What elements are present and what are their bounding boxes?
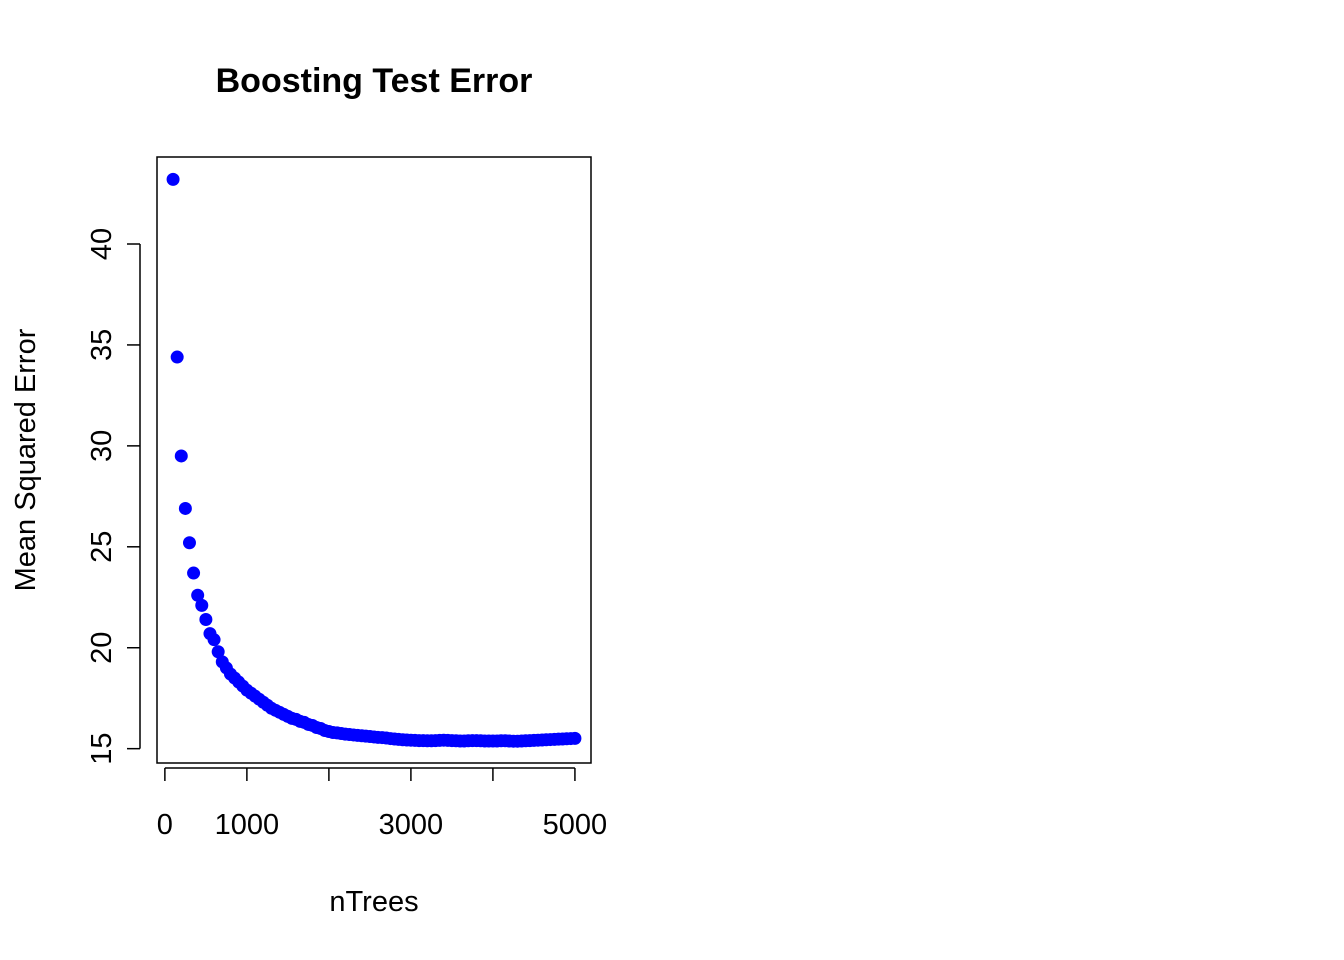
point [199, 612, 213, 626]
y-tick-label: 20 [86, 632, 118, 664]
y-axis-title: Mean Squared Error [10, 328, 42, 591]
x-tick-label: 1000 [215, 809, 280, 841]
plot-box [156, 156, 592, 764]
x-tick-label: 3000 [379, 809, 444, 841]
point [211, 645, 225, 659]
point [207, 633, 221, 647]
point [174, 449, 188, 463]
point [166, 172, 180, 186]
point [187, 566, 201, 580]
y-tick-label: 25 [86, 531, 118, 563]
chart-title: Boosting Test Error [216, 62, 533, 100]
x-tick-label: 0 [157, 809, 173, 841]
point [182, 536, 196, 550]
point [195, 598, 209, 612]
y-tick-label: 40 [86, 228, 118, 260]
y-tick-label: 30 [86, 430, 118, 462]
point [178, 501, 192, 515]
y-tick-label: 15 [86, 733, 118, 765]
x-axis-title: nTrees [329, 886, 418, 918]
point [170, 350, 184, 364]
point [191, 588, 205, 602]
y-tick-label: 35 [86, 329, 118, 361]
point [568, 731, 582, 745]
x-tick-label: 5000 [543, 809, 608, 841]
